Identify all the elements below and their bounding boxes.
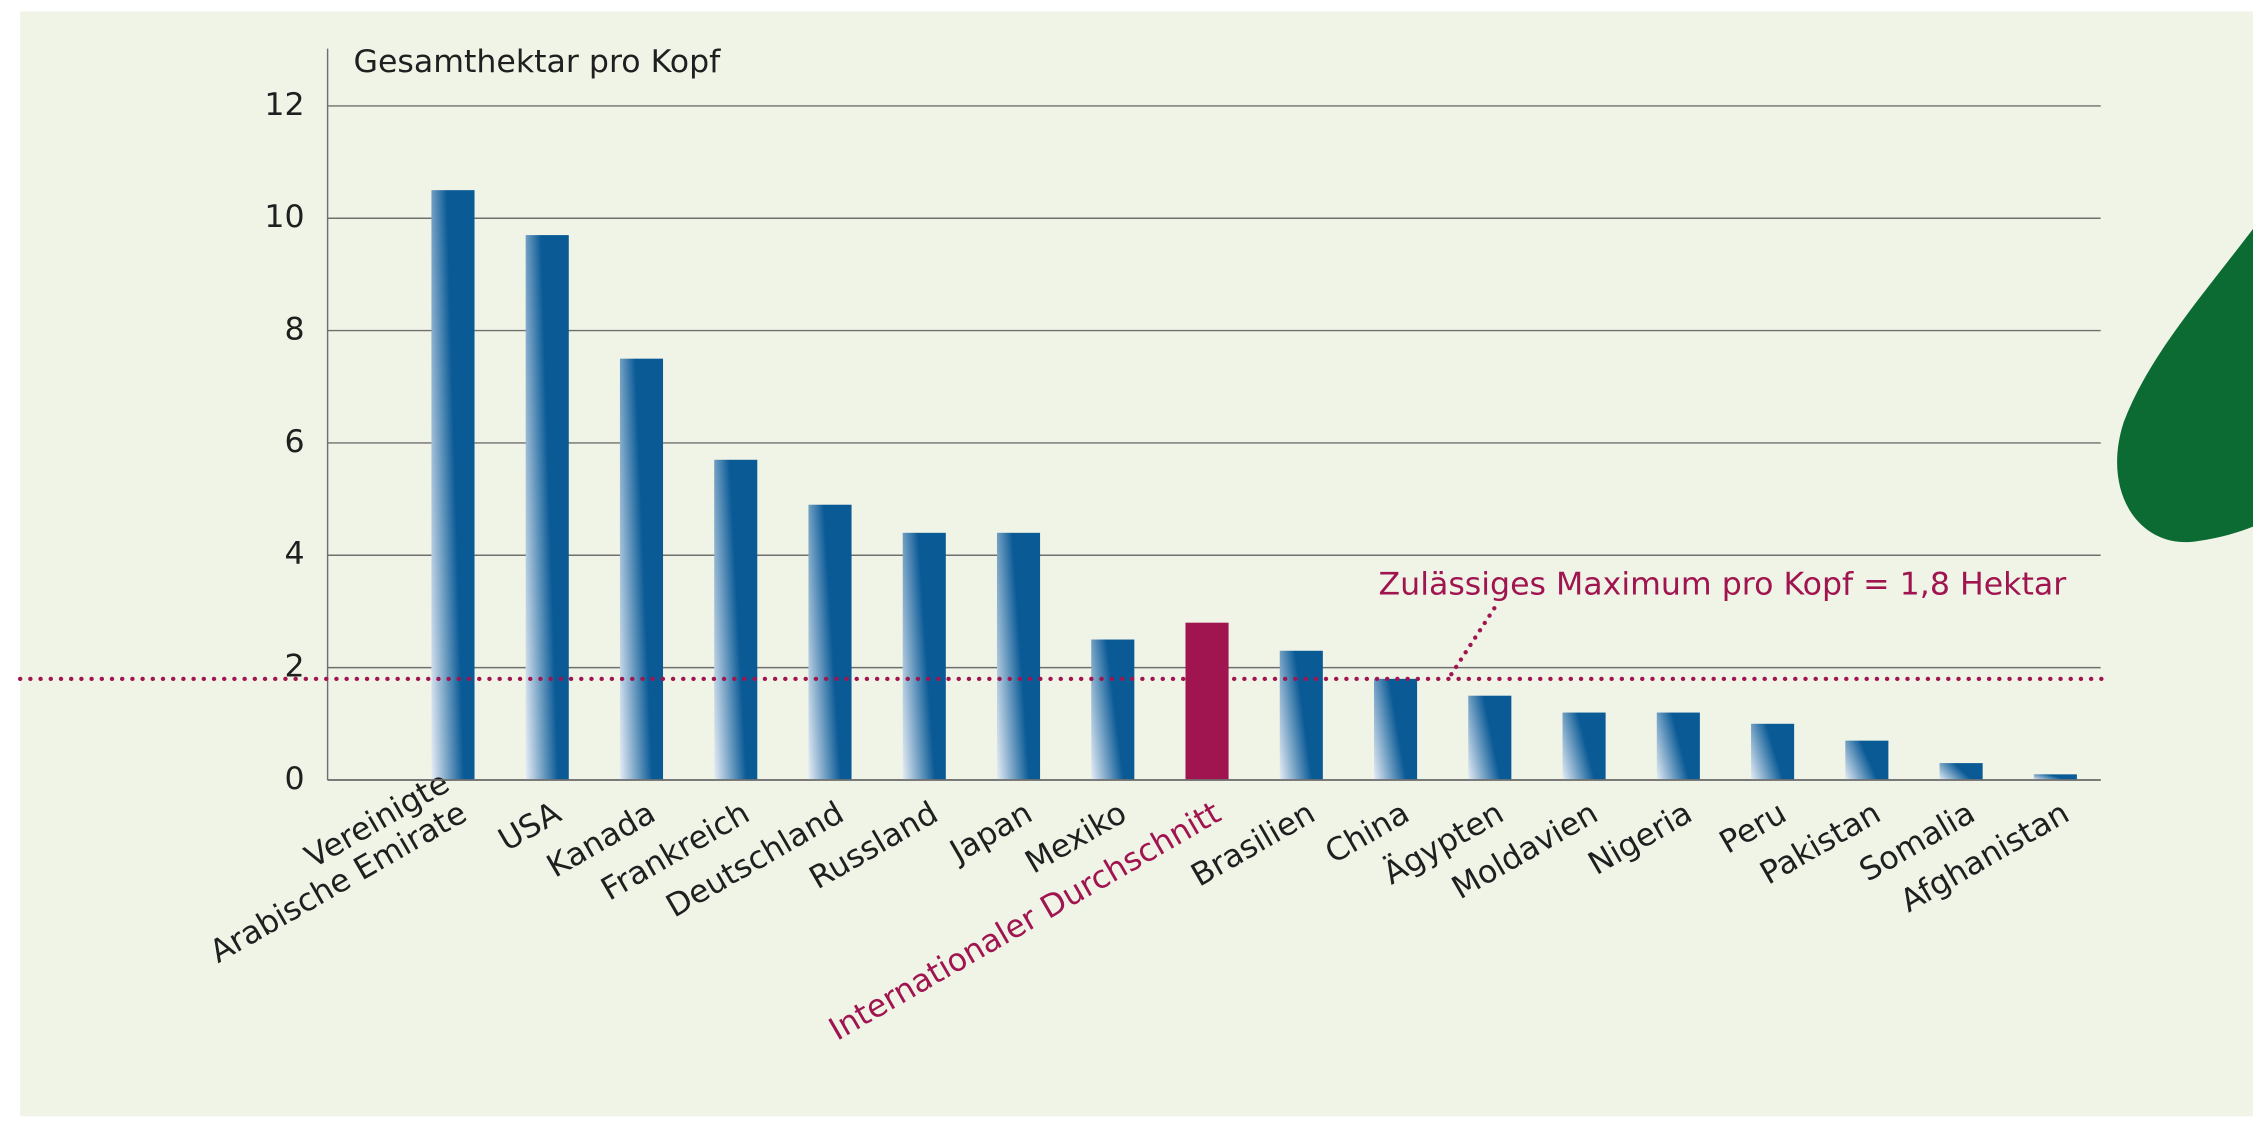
bar [1280, 651, 1323, 780]
bar [1940, 763, 1983, 780]
chart-background [20, 11, 2253, 1116]
y-tick-label: 8 [285, 312, 305, 348]
bar [1845, 741, 1888, 780]
bar [526, 235, 569, 780]
bar [1468, 696, 1511, 780]
y-tick-label: 4 [285, 536, 305, 572]
bar [903, 533, 946, 780]
reference-label: Zulässiges Maximum pro Kopf = 1,8 Hektar [1379, 566, 2067, 602]
bar [714, 460, 757, 780]
bar [620, 359, 663, 780]
bar [1751, 724, 1794, 780]
bar [808, 505, 851, 780]
y-tick-label: 6 [285, 424, 305, 460]
bar [1563, 713, 1606, 780]
y-tick-label: 12 [264, 87, 304, 123]
y-tick-label: 10 [264, 199, 304, 235]
bar [997, 533, 1040, 780]
y-axis-title: Gesamthektar pro Kopf [353, 44, 721, 80]
bar [1185, 623, 1228, 780]
bar [431, 190, 474, 780]
chart: Gesamthektar pro Kopf 024681012Vereinigt… [0, 0, 2253, 1122]
bar [1091, 640, 1134, 780]
bar [1374, 679, 1417, 780]
bar [1657, 713, 1700, 780]
y-tick-label: 0 [285, 761, 305, 797]
